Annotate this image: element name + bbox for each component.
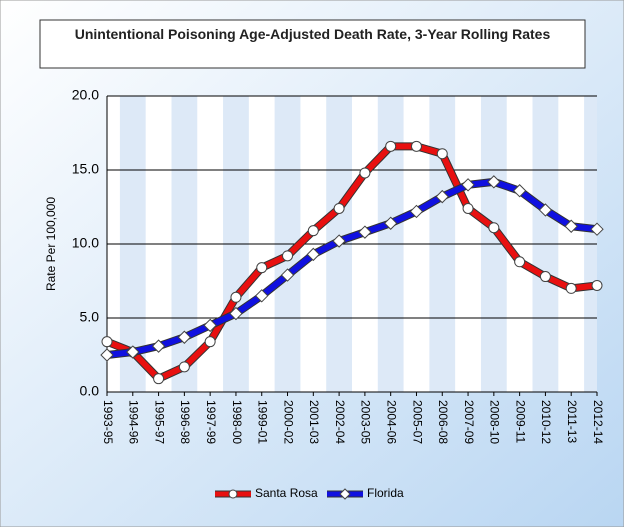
point xyxy=(126,345,140,359)
point xyxy=(100,348,114,362)
x-tick-label: 2005-07 xyxy=(410,400,424,444)
x-tick-label: 2003-05 xyxy=(359,400,373,444)
point xyxy=(385,140,397,152)
point xyxy=(229,306,243,321)
legend-marker xyxy=(228,489,238,499)
point xyxy=(333,202,345,214)
x-tick-label: 2008-10 xyxy=(488,400,502,444)
point xyxy=(565,282,577,294)
point xyxy=(512,184,527,198)
x-tick-label: 2006-08 xyxy=(436,400,450,444)
point xyxy=(255,289,269,303)
x-tick-label: 2007-09 xyxy=(462,400,476,444)
point xyxy=(514,256,526,268)
point xyxy=(435,189,449,204)
x-tick-label: 1999-01 xyxy=(256,400,270,444)
x-tick-label: 2011-13 xyxy=(565,400,579,443)
title-box xyxy=(39,19,586,69)
x-tick-label: 2012-14 xyxy=(591,400,605,444)
point xyxy=(101,336,113,348)
legend-marker xyxy=(339,488,351,500)
x-tick-label: 2000-02 xyxy=(281,400,295,444)
point xyxy=(204,336,216,348)
point xyxy=(487,175,501,189)
point xyxy=(306,247,321,262)
x-tick-label: 2004-06 xyxy=(385,400,399,444)
y-axis-label: Rate Per 100,000 xyxy=(44,197,58,291)
point xyxy=(230,291,242,303)
y-tick-label: 20.0 xyxy=(72,87,99,103)
x-tick-label: 2001-03 xyxy=(307,400,321,444)
x-tick-label: 2010-12 xyxy=(539,400,553,444)
x-tick-label: 2009-11 xyxy=(513,400,527,443)
y-tick-label: 10.0 xyxy=(72,235,99,251)
point xyxy=(591,279,603,291)
point xyxy=(358,225,372,239)
x-tick-label: 1993-95 xyxy=(101,400,115,444)
x-tick-label: 1995-97 xyxy=(152,400,166,444)
chart-title: Unintentional Poisoning Age-Adjusted Dea… xyxy=(74,26,551,42)
point xyxy=(256,262,268,274)
point xyxy=(488,222,500,234)
point xyxy=(564,219,578,233)
x-tick-label: 1996-98 xyxy=(178,400,192,444)
point xyxy=(282,250,294,262)
point xyxy=(462,202,474,214)
legend-label: Florida xyxy=(367,486,404,500)
y-tick-label: 15.0 xyxy=(72,161,99,177)
legend-label: Santa Rosa xyxy=(255,486,318,500)
point xyxy=(203,318,217,333)
point xyxy=(178,361,190,373)
point xyxy=(280,268,295,282)
x-tick-label: 2002-04 xyxy=(333,400,347,444)
y-tick-label: 5.0 xyxy=(80,309,100,325)
point xyxy=(539,271,551,283)
point xyxy=(153,373,165,385)
point xyxy=(151,339,166,353)
point xyxy=(538,203,553,217)
point xyxy=(332,234,346,248)
x-tick-label: 1998-00 xyxy=(230,400,244,444)
point xyxy=(177,330,192,344)
x-tick-label: 1994-96 xyxy=(127,400,141,444)
y-tick-label: 0.0 xyxy=(80,383,100,399)
point xyxy=(461,178,475,192)
title-wrap: Unintentional Poisoning Age-Adjusted Dea… xyxy=(74,26,551,42)
series-line xyxy=(105,143,598,382)
point xyxy=(410,140,422,152)
x-tick-label: 1997-99 xyxy=(204,400,218,444)
point xyxy=(590,222,604,236)
point xyxy=(307,225,319,237)
point xyxy=(383,216,398,230)
point xyxy=(409,204,424,219)
point xyxy=(436,148,448,160)
point xyxy=(359,167,371,179)
